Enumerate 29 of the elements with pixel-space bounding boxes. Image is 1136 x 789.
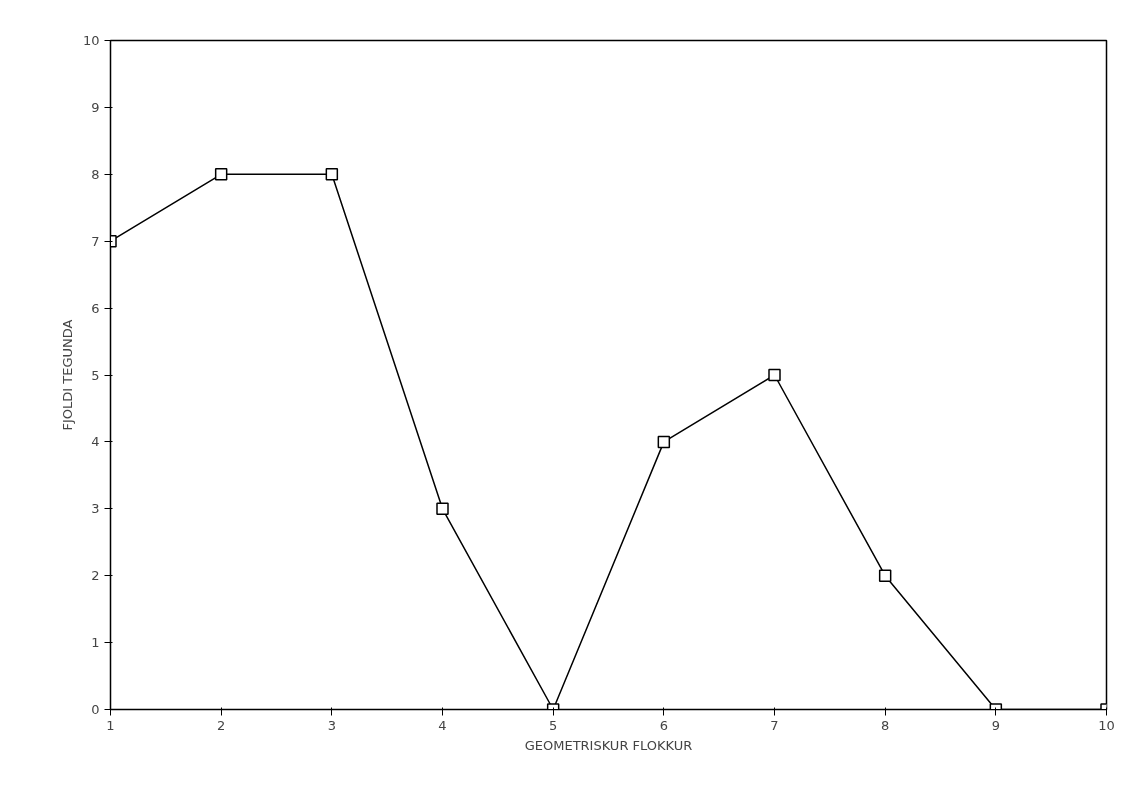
point (436, 502, 449, 516)
y-tick-label: 4 (91, 434, 100, 450)
x-tick-label: 1 (106, 717, 115, 733)
point (878, 569, 892, 582)
point (325, 168, 339, 181)
y-axis-title: FJOLDI TEGUNDA (59, 319, 75, 431)
y-tick-label: 0 (91, 702, 100, 717)
x-axis-title: GEOMETRISKUR FLOKKUR (524, 737, 693, 753)
point (657, 435, 671, 449)
x-tick-label: 6 (659, 717, 668, 733)
y-tick-label: 3 (91, 501, 100, 517)
y-tick-label: 1 (91, 635, 100, 651)
x-tick-label: 5 (549, 717, 558, 733)
point (214, 168, 228, 181)
y-tick-label: 9 (91, 99, 100, 115)
y-tick-label: 10 (82, 33, 100, 48)
x-tick-label: 7 (770, 717, 779, 733)
x-tick-label: 9 (991, 717, 1000, 733)
x-tick-label: 2 (217, 717, 226, 733)
y-tick-label: 2 (91, 568, 100, 584)
y-tick-label: 7 (91, 233, 100, 249)
y-tick-label: 8 (91, 166, 100, 182)
x-tick-label: 3 (327, 717, 336, 733)
x-tick-label: 8 (881, 717, 890, 733)
point (768, 368, 781, 382)
y-tick-label: 6 (91, 300, 100, 316)
x-tick-label: 10 (1098, 717, 1115, 733)
y-tick-label: 5 (91, 367, 100, 383)
x-tick-label: 4 (438, 717, 447, 733)
